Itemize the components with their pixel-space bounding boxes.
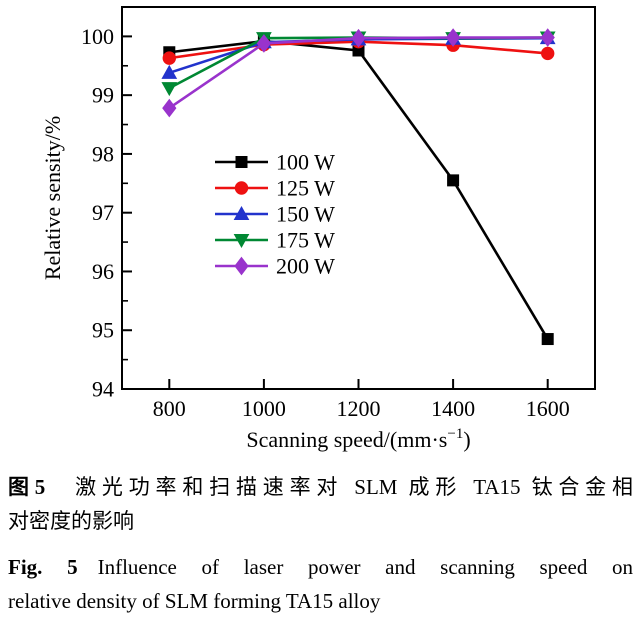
y-tick-label: 96 — [92, 259, 114, 284]
figure-number-cn: 图5 — [8, 475, 46, 499]
legend-item-175-w: 175 W — [215, 228, 335, 253]
marker-triangle-down — [161, 82, 178, 97]
y-tick-label: 94 — [92, 377, 114, 402]
caption-en-line2: relative density of SLM forming TA15 all… — [8, 589, 381, 613]
line-chart: 94 95 96 97 98 99 100 800 1000 1200 1400 1600 Scanni… — [40, 6, 596, 452]
x-tick-label: 800 — [153, 396, 186, 421]
marker-triangle-down — [233, 234, 250, 249]
marker-circle — [541, 46, 555, 61]
figure-captions: 图5 激光功率和扫描速率对 SLM 成形 TA15 钛合金相 对密度的影响 Fig… — [0, 470, 639, 618]
series-line — [169, 39, 549, 340]
caption-english: Fig. 5 Influence of laser power and scann… — [8, 550, 633, 618]
marker-circle — [162, 51, 177, 65]
marker-square — [235, 156, 248, 168]
y-tick-label: 98 — [92, 141, 114, 166]
legend-item-150-w: 150 W — [215, 202, 335, 227]
figure-number-en: Fig. 5 — [8, 555, 78, 579]
marker-triangle-up — [233, 205, 250, 220]
marker-circle — [234, 181, 249, 195]
y-tick-label: 100 — [81, 24, 114, 49]
marker-triangle-up — [161, 64, 178, 79]
y-tick-label: 99 — [92, 83, 114, 108]
marker-diamond — [256, 34, 272, 53]
legend-label: 100 W — [276, 150, 335, 175]
marker-diamond — [445, 28, 461, 47]
marker-square — [447, 174, 460, 187]
marker-square — [541, 333, 554, 346]
y-tick-label: 97 — [92, 200, 114, 225]
caption-en-text1: Influence of laser power and scanning sp… — [97, 555, 633, 579]
y-axis-title: Relative sensity/% — [40, 116, 65, 280]
legend-item-200-w: 200 W — [215, 254, 335, 279]
caption-cn-line2: 对密度的影响 — [8, 509, 134, 533]
legend-label: 150 W — [276, 202, 335, 227]
caption-cn-line1: 图5 激光功率和扫描速率对 SLM 成形 TA15 钛合金相 — [8, 470, 633, 504]
marker-diamond — [351, 28, 366, 48]
legend-label: 200 W — [276, 254, 335, 279]
series-100-w — [163, 35, 554, 346]
x-tick-label: 1000 — [242, 396, 286, 421]
caption-en-line1: Fig. 5 Influence of laser power and scann… — [8, 550, 633, 584]
y-tick-label: 95 — [92, 318, 114, 343]
marker-diamond — [234, 256, 249, 276]
caption-chinese: 图5 激光功率和扫描速率对 SLM 成形 TA15 钛合金相 对密度的影响 — [8, 470, 633, 538]
x-tick-label: 1400 — [431, 396, 475, 421]
legend-item-125-w: 125 W — [215, 176, 335, 201]
x-tick-label: 1600 — [526, 396, 570, 421]
marker-diamond — [162, 98, 177, 118]
legend-label: 125 W — [276, 176, 335, 201]
x-tick-label: 1200 — [337, 396, 381, 421]
plot-frame — [121, 6, 596, 390]
marker-diamond — [540, 28, 555, 47]
caption-cn-text1: 激光功率和扫描速率对 SLM 成形 TA15 钛合金相 — [69, 475, 633, 499]
legend-label: 175 W — [276, 228, 335, 253]
series-200-w — [162, 28, 555, 118]
legend-item-100-w: 100 W — [215, 150, 335, 175]
x-axis-title: Scanning speed/(mm·s−1) — [246, 426, 470, 452]
